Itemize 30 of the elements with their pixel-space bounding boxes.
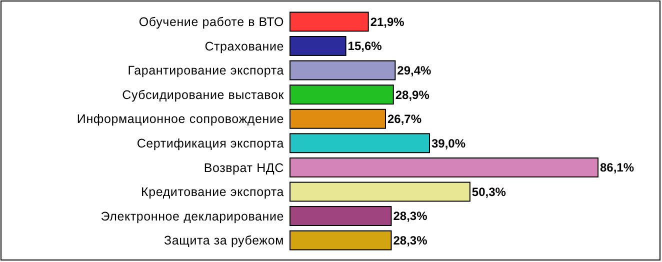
bar	[290, 60, 396, 80]
data-label: 28,3%	[393, 234, 428, 248]
data-label: 29,4%	[397, 63, 432, 78]
y-tick-label: Сертификация экспорта	[136, 136, 284, 151]
data-label: 21,9%	[370, 14, 405, 29]
data-label: 39,0%	[432, 136, 466, 150]
y-tick-label: Страхование	[204, 39, 284, 54]
bar	[290, 157, 598, 178]
bar	[290, 182, 470, 202]
y-tick-label: Кредитование экспорта	[141, 185, 284, 200]
y-tick-label: Обучение работе в ВТО	[138, 15, 284, 30]
data-label: 50,3%	[472, 184, 506, 199]
y-tick-label: Информационное сопровождение	[76, 112, 284, 126]
data-label: 28,9%	[395, 88, 430, 102]
bar	[290, 206, 392, 226]
bar	[290, 36, 346, 56]
data-label: 28,3%	[393, 209, 428, 224]
y-tick-label: Возврат НДС	[204, 160, 284, 175]
data-label: 26,7%	[388, 112, 422, 126]
data-label: 15,6%	[348, 39, 382, 54]
y-tick-label: Электронное декларирование	[100, 209, 284, 224]
bar	[290, 230, 392, 250]
y-tick-label: Защита за рубежом	[164, 234, 284, 248]
y-tick-label: Гарантирование экспорта	[128, 64, 284, 78]
data-label: 86,1%	[600, 160, 634, 175]
bar	[290, 108, 386, 129]
bar	[290, 84, 394, 105]
y-tick-label: Субсидирование выставок	[122, 88, 284, 102]
bar	[290, 12, 369, 32]
bar	[290, 133, 430, 154]
